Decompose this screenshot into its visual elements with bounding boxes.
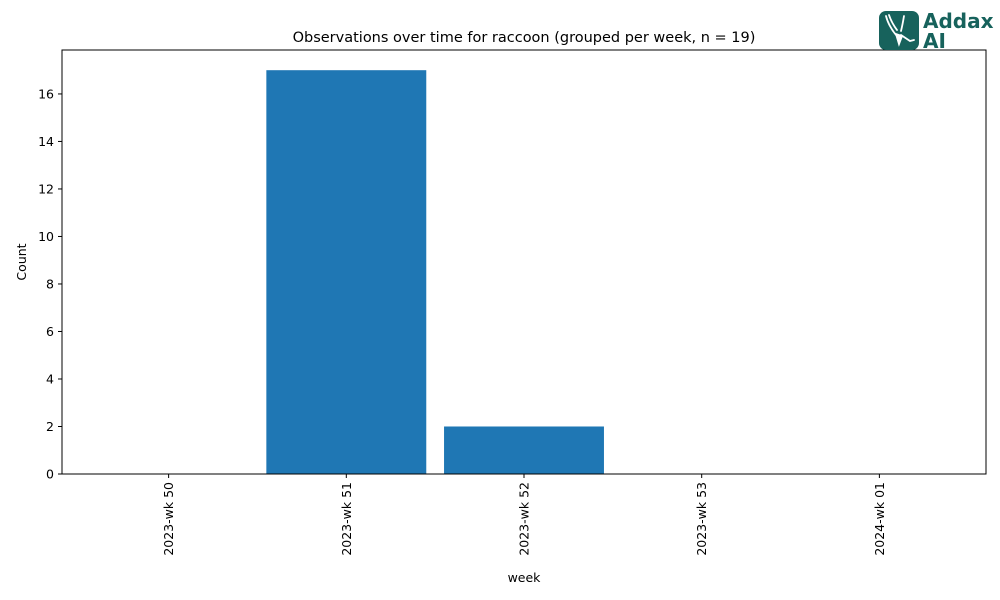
- plot-frame: [61, 49, 987, 475]
- logo-line1: Addax: [923, 9, 994, 33]
- y-ticks: 0 2 4 6 8 10 12 14 16: [38, 86, 62, 482]
- y-axis-label: Count: [14, 243, 29, 280]
- y-tick-label: 8: [46, 276, 54, 291]
- y-tick-label: 14: [38, 134, 54, 149]
- addax-logo: Addax AI: [879, 9, 994, 53]
- y-tick-label: 0: [46, 467, 54, 482]
- x-tick-label: 2023-wk 51: [339, 482, 354, 556]
- x-tick-label: 2023-wk 53: [694, 482, 709, 556]
- x-tick-label: 2024-wk 01: [872, 482, 887, 556]
- y-tick-label: 2: [46, 419, 54, 434]
- y-tick-label: 16: [38, 86, 54, 101]
- y-tick-label: 6: [46, 324, 54, 339]
- bars: [266, 70, 604, 474]
- bar-2023-wk-51: [266, 70, 427, 474]
- logo-line2: AI: [923, 29, 946, 53]
- x-axis-label: week: [508, 570, 542, 585]
- y-tick-label: 12: [38, 181, 54, 196]
- y-tick-label: 4: [46, 371, 54, 386]
- chart-title: Observations over time for raccoon (grou…: [293, 30, 756, 46]
- antelope-icon: [885, 14, 915, 47]
- x-tick-label: 2023-wk 52: [517, 482, 532, 556]
- x-ticks: 2023-wk 50 2023-wk 51 2023-wk 52 2023-wk 53…: [161, 474, 887, 556]
- x-tick-label: 2023-wk 50: [161, 482, 176, 556]
- y-tick-label: 10: [38, 229, 54, 244]
- bar-2023-wk-52: [444, 426, 604, 474]
